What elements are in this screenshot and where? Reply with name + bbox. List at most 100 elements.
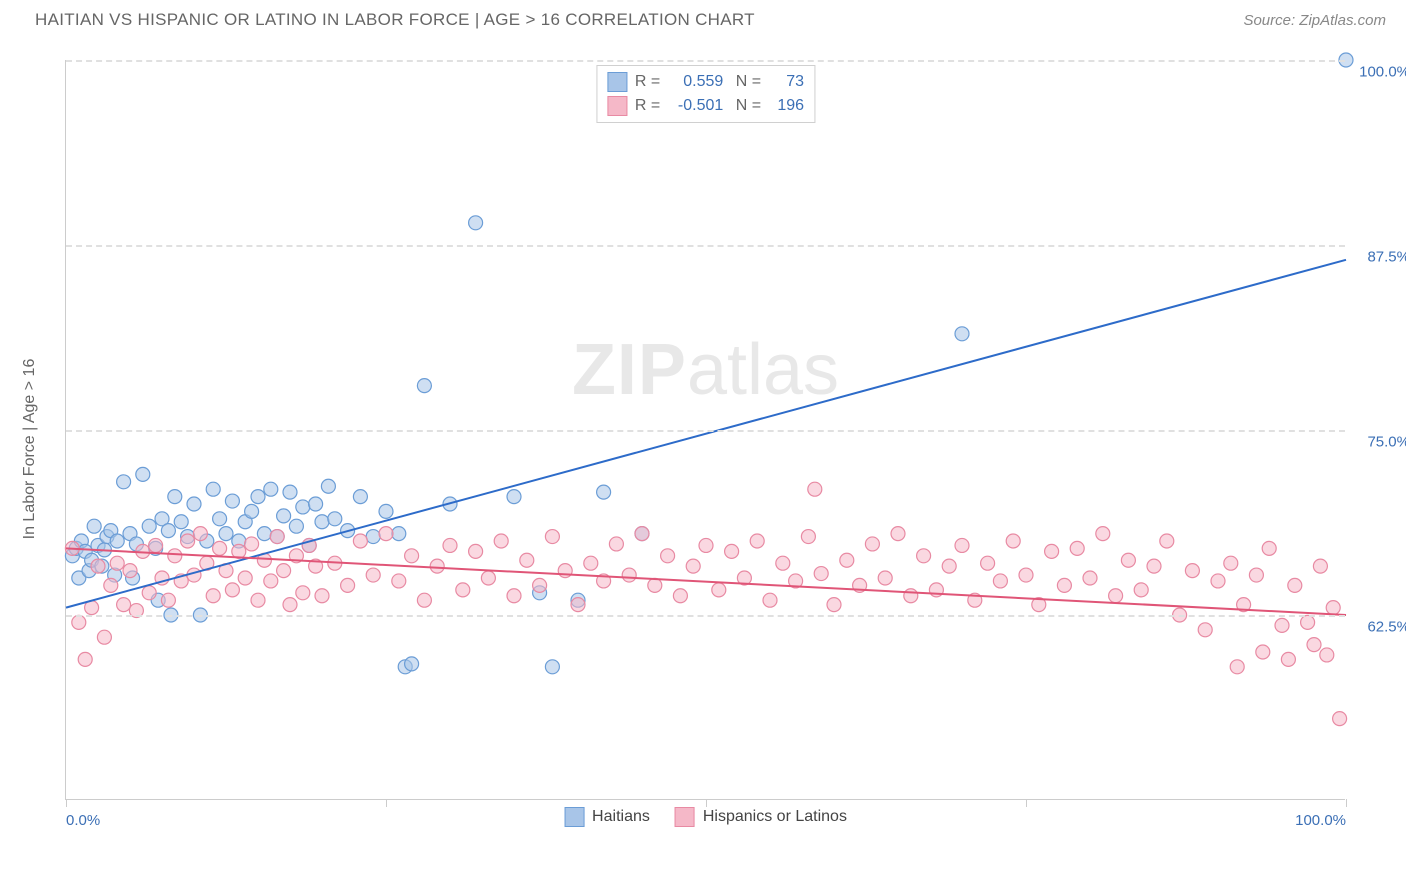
data-point bbox=[661, 549, 675, 563]
data-point bbox=[110, 556, 124, 570]
data-point bbox=[699, 538, 713, 552]
data-point bbox=[622, 568, 636, 582]
data-point bbox=[1301, 615, 1315, 629]
y-tick-label: 75.0% bbox=[1367, 434, 1406, 451]
data-point bbox=[251, 593, 265, 607]
legend-bottom-haitians: Haitians bbox=[564, 807, 650, 827]
data-point bbox=[366, 568, 380, 582]
data-point bbox=[257, 527, 271, 541]
data-point bbox=[97, 630, 111, 644]
data-point bbox=[174, 515, 188, 529]
data-point bbox=[1121, 553, 1135, 567]
data-point bbox=[808, 482, 822, 496]
data-point bbox=[686, 559, 700, 573]
data-point bbox=[168, 490, 182, 504]
data-point bbox=[827, 598, 841, 612]
gridline bbox=[66, 60, 1345, 62]
data-point bbox=[142, 519, 156, 533]
data-point bbox=[635, 527, 649, 541]
data-point bbox=[1275, 618, 1289, 632]
data-point bbox=[87, 519, 101, 533]
data-point bbox=[168, 549, 182, 563]
data-point bbox=[78, 652, 92, 666]
data-point bbox=[379, 504, 393, 518]
data-point bbox=[1109, 589, 1123, 603]
data-point bbox=[405, 549, 419, 563]
x-tick bbox=[1026, 799, 1027, 807]
data-point bbox=[1211, 574, 1225, 588]
data-point bbox=[379, 527, 393, 541]
data-point bbox=[341, 578, 355, 592]
gridline bbox=[66, 615, 1345, 617]
data-point bbox=[1326, 601, 1340, 615]
data-point bbox=[104, 578, 118, 592]
data-point bbox=[110, 534, 124, 548]
data-point bbox=[161, 524, 175, 538]
data-point bbox=[1134, 583, 1148, 597]
data-point bbox=[405, 657, 419, 671]
data-point bbox=[1185, 564, 1199, 578]
data-point bbox=[430, 559, 444, 573]
data-point bbox=[1320, 648, 1334, 662]
data-point bbox=[245, 537, 259, 551]
data-point bbox=[366, 530, 380, 544]
data-point bbox=[507, 490, 521, 504]
data-point bbox=[955, 538, 969, 552]
data-point bbox=[270, 530, 284, 544]
data-point bbox=[776, 556, 790, 570]
data-point bbox=[264, 482, 278, 496]
data-point bbox=[296, 500, 310, 514]
data-point bbox=[545, 660, 559, 674]
data-point bbox=[1057, 578, 1071, 592]
data-point bbox=[955, 327, 969, 341]
data-point bbox=[328, 512, 342, 526]
data-point bbox=[814, 567, 828, 581]
plot-area: ZIPatlas R = 0.559 N = 73 R = -0.501 N =… bbox=[65, 60, 1345, 800]
data-point bbox=[456, 583, 470, 597]
data-point bbox=[353, 490, 367, 504]
legend-label: Haitians bbox=[592, 808, 650, 826]
legend-bottom-hispanics: Hispanics or Latinos bbox=[675, 807, 847, 827]
data-point bbox=[507, 589, 521, 603]
data-point bbox=[1307, 638, 1321, 652]
y-axis-label: In Labor Force | Age > 16 bbox=[21, 359, 39, 540]
data-point bbox=[520, 553, 534, 567]
y-tick-label: 87.5% bbox=[1367, 249, 1406, 266]
data-point bbox=[142, 586, 156, 600]
data-point bbox=[238, 571, 252, 585]
data-point bbox=[225, 494, 239, 508]
data-point bbox=[315, 589, 329, 603]
legend-swatch-icon bbox=[564, 807, 584, 827]
data-point bbox=[648, 578, 662, 592]
chart-title: HAITIAN VS HISPANIC OR LATINO IN LABOR F… bbox=[35, 10, 755, 30]
data-point bbox=[750, 534, 764, 548]
data-point bbox=[571, 598, 585, 612]
data-point bbox=[1070, 541, 1084, 555]
data-point bbox=[469, 544, 483, 558]
data-point bbox=[545, 530, 559, 544]
data-point bbox=[309, 497, 323, 511]
x-tick-label: 0.0% bbox=[66, 812, 100, 829]
data-point bbox=[917, 549, 931, 563]
data-point bbox=[136, 467, 150, 481]
data-point bbox=[533, 578, 547, 592]
data-point bbox=[712, 583, 726, 597]
trend-line bbox=[66, 260, 1346, 608]
legend-label: Hispanics or Latinos bbox=[703, 808, 847, 826]
data-point bbox=[1198, 623, 1212, 637]
data-point bbox=[277, 564, 291, 578]
data-point bbox=[321, 479, 335, 493]
data-point bbox=[315, 515, 329, 529]
data-point bbox=[763, 593, 777, 607]
data-point bbox=[1256, 645, 1270, 659]
data-point bbox=[417, 379, 431, 393]
data-point bbox=[392, 574, 406, 588]
data-point bbox=[584, 556, 598, 570]
data-point bbox=[181, 534, 195, 548]
data-point bbox=[245, 504, 259, 518]
gridline bbox=[66, 430, 1345, 432]
data-point bbox=[481, 571, 495, 585]
data-point bbox=[494, 534, 508, 548]
data-point bbox=[1333, 712, 1347, 726]
data-point bbox=[213, 541, 227, 555]
